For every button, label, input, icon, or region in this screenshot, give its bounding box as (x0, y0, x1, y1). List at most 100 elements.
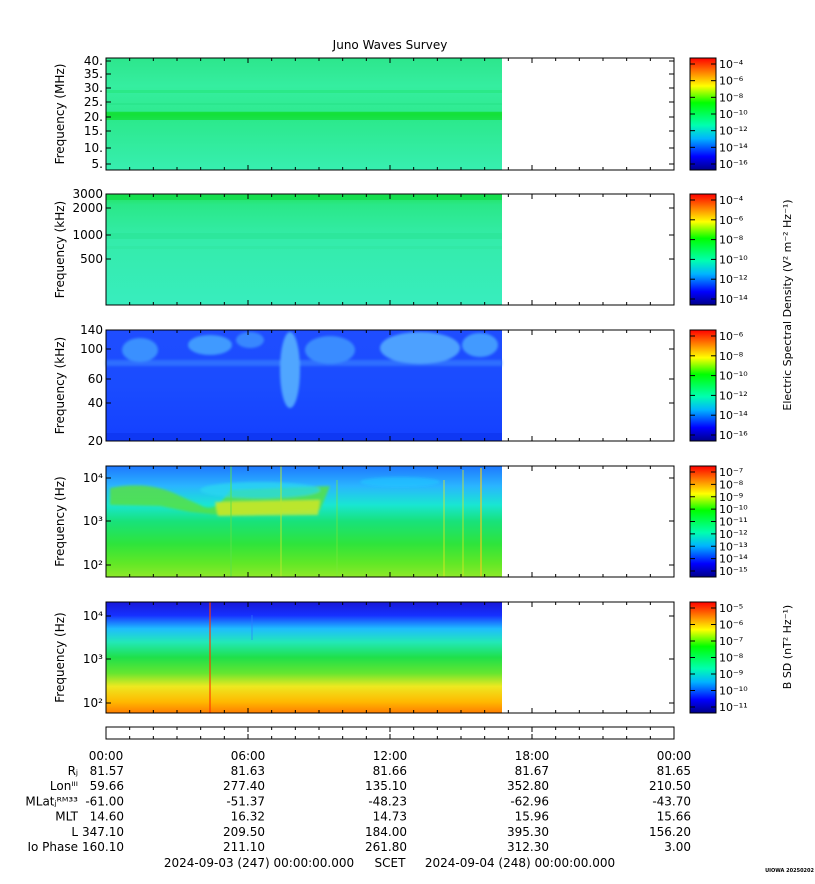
ephemeris-value: 59.66 (90, 779, 124, 793)
ephemeris-value: -51.37 (226, 794, 265, 808)
time-tick-label: 00:00 (657, 749, 692, 763)
y-axis-label: Frequency (MHz) (53, 64, 67, 165)
y-tick-label: 40 (88, 396, 103, 410)
colorbar-tick-label: 10⁻⁸ (719, 478, 744, 491)
footer-end-time: 2024-09-04 (248) 00:00:00.000 (425, 856, 615, 870)
ephemeris-value: 81.57 (90, 764, 124, 778)
spectrogram-e-hz (106, 466, 502, 577)
colorbar-tick-label: 10⁻¹⁰ (719, 503, 748, 516)
y-tick-label: 15. (84, 124, 103, 138)
colorbar (689, 193, 717, 306)
ephemeris-value: 81.65 (657, 764, 691, 778)
colorbar-tick-label: 10⁻⁶ (719, 619, 744, 632)
data-band-80khz (106, 360, 502, 366)
ephemeris-value: 184.00 (365, 825, 407, 839)
data-band-28mhz (106, 90, 502, 93)
colorbar-tick-label: 10⁻⁴ (719, 58, 744, 71)
colorbar-tick-label: 10⁻⁸ (719, 91, 744, 104)
ephemeris-value: 16.32 (231, 810, 265, 824)
data-band-2000khz (106, 195, 502, 200)
colorbars: 10⁻⁴ 10⁻⁶ 10⁻⁸ 10⁻¹⁰ 10⁻¹² 10⁻¹⁴ 10⁻¹⁶ 10⁻⁴ 10⁻⁶… (689, 57, 748, 714)
watermark: UIOWA 20250202 (765, 868, 814, 874)
panel-waves-e-hz (105, 465, 675, 578)
data-emission-burst (122, 338, 158, 362)
y-tick-label: 5. (92, 157, 103, 171)
y-tick-label: 25. (84, 95, 103, 109)
ephemeris-label: Rⱼ (68, 764, 78, 778)
panel-hf-mhz (105, 57, 675, 171)
ephemeris-value: 14.60 (90, 810, 124, 824)
ephemeris-value: 312.30 (507, 840, 549, 854)
y-axis-label: Frequency (kHz) (53, 201, 67, 298)
colorbar-tick-label: 10⁻¹⁰ (719, 108, 748, 121)
ephemeris-value: 81.66 (373, 764, 407, 778)
colorbar-tick-label: 10⁻¹⁴ (719, 141, 748, 154)
y-tick-label: 10³ (83, 514, 103, 528)
y-tick-label: 40. (84, 54, 103, 68)
colorbar-tick-label: 10⁻⁹ (719, 491, 743, 504)
ephemeris-value: -43.70 (652, 794, 691, 808)
y-tick-label: 20 (88, 434, 103, 448)
ephemeris-value: 395.30 (507, 825, 549, 839)
ephemeris-label: MLatⱼᴿᴹ³³ (25, 794, 78, 808)
colorbar-tick-label: 10⁻⁷ (719, 635, 743, 648)
colorbar-tick-label: 10⁻¹⁶ (719, 158, 748, 171)
y-tick-label: 35. (84, 67, 103, 81)
y-tick-label: 10² (83, 558, 103, 572)
axis-labels: 40.35.30.25.20.15. 10. 5. Frequency (MHz) 30… (53, 54, 103, 710)
colorbar-tick-label: 10⁻⁹ (719, 668, 743, 681)
footer-scet: SCET (375, 856, 407, 870)
y-tick-label: 2000 (72, 201, 103, 215)
colorbar-tick-label: 10⁻⁵ (719, 602, 743, 615)
ephemeris-value: 209.50 (223, 825, 265, 839)
data-emission-burst (305, 336, 355, 364)
colorbar-tick-label: 10⁻⁸ (719, 350, 744, 363)
y-tick-label: 10⁴ (83, 609, 103, 623)
ephemeris-value: 156.20 (649, 825, 691, 839)
colorbar-tick-label: 10⁻⁸ (719, 234, 744, 247)
y-tick-label: 10² (83, 696, 103, 710)
colorbar-tick-label: 10⁻¹² (719, 528, 748, 541)
colorbar-tick-label: 10⁻¹⁰ (719, 685, 748, 698)
ephemeris-value: 261.80 (365, 840, 407, 854)
colorbar-tick-label: 10⁻¹³ (719, 540, 748, 553)
ephemeris-value: 277.40 (223, 779, 265, 793)
y-tick-label: 10³ (83, 652, 103, 666)
ephemeris-value: 347.10 (82, 825, 124, 839)
figure-title: Juno Waves Survey (332, 38, 448, 52)
y-tick-label: 3000 (72, 187, 103, 201)
panel-lf-khz (105, 329, 675, 442)
y-tick-label: 10⁴ (83, 471, 103, 485)
ephemeris-label: Io Phase (27, 840, 78, 854)
y-tick-label: 500 (80, 252, 103, 266)
ephemeris-value: 14.73 (373, 810, 407, 824)
ephemeris-value: 15.66 (657, 810, 691, 824)
ephemeris-table: 00:00 06:00 12:00 18:00 00:00 Rⱼ 81.57 81.63 81.… (25, 749, 691, 854)
ephemeris-label: MLT (55, 810, 78, 824)
ephemeris-value: 160.10 (82, 840, 124, 854)
colorbar-tick-label: 10⁻⁶ (719, 75, 744, 88)
ephemeris-value: 3.00 (664, 840, 691, 854)
data-emission-core (215, 500, 320, 516)
colorbar-tick-label: 10⁻⁶ (719, 330, 744, 343)
colorbar-tick-label: 10⁻⁶ (719, 214, 744, 227)
data-band-24mhz (106, 103, 502, 105)
data-band-20khz (106, 433, 502, 441)
time-tick-label: 18:00 (515, 749, 550, 763)
data-emission-burst (462, 333, 498, 357)
time-tick-label: 06:00 (231, 749, 266, 763)
colorbar-tick-label: 10⁻¹¹ (719, 516, 748, 529)
colorbar-tick-label: 10⁻¹⁴ (719, 553, 748, 566)
data-band-700khz (106, 246, 502, 249)
ephemeris-value: -61.00 (85, 794, 124, 808)
data-emission-upper (200, 482, 320, 498)
time-tick-label: 12:00 (373, 749, 408, 763)
data-emission-burst (280, 332, 300, 408)
colorbar-tick-label: 10⁻¹⁴ (719, 409, 748, 422)
data-band-20mhz (106, 112, 502, 120)
colorbar-tick-label: 10⁻¹⁰ (719, 253, 748, 266)
y-tick-label: 60 (88, 372, 103, 386)
ephemeris-value: 135.10 (365, 779, 407, 793)
ephemeris-label: Lonᴵᴵᴵ (50, 779, 78, 793)
